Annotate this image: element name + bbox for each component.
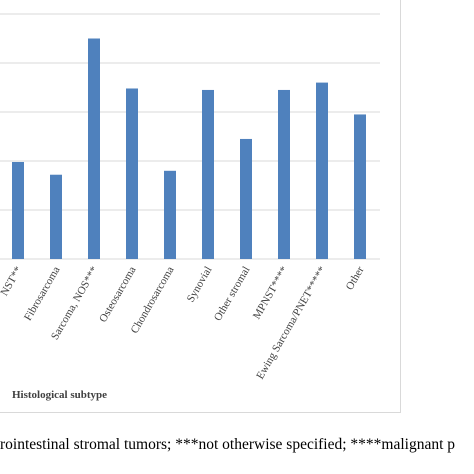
bar-9 xyxy=(354,114,366,259)
bar-8 xyxy=(316,82,328,259)
x-tick-label-3: Osteosarcoma xyxy=(97,264,139,324)
footnote: rointestinal stromal tumors; ***not othe… xyxy=(0,436,456,453)
bar-5 xyxy=(202,89,214,259)
bar-6 xyxy=(240,138,252,259)
x-tick-label-8: Ewing Sarcoma/PNET***** xyxy=(254,265,328,382)
bar-2 xyxy=(88,38,100,259)
x-tick-label-5: Synovial xyxy=(185,265,215,305)
bar-7 xyxy=(278,89,290,259)
x-tick-label-0: NST** xyxy=(0,265,25,299)
x-tick-label-6: Other stromal xyxy=(212,265,253,324)
x-axis-title: Histological subtype xyxy=(12,389,107,401)
x-tick-label-7: MPNST**** xyxy=(251,265,291,322)
x-tick-label-1: Fibrosarcoma xyxy=(22,264,63,322)
chart-frame xyxy=(0,0,401,413)
bar-0 xyxy=(12,161,24,259)
x-tick-label-9: Other xyxy=(344,264,367,292)
bar-4 xyxy=(164,170,176,259)
bar-3 xyxy=(126,88,138,259)
bar-1 xyxy=(50,174,62,259)
